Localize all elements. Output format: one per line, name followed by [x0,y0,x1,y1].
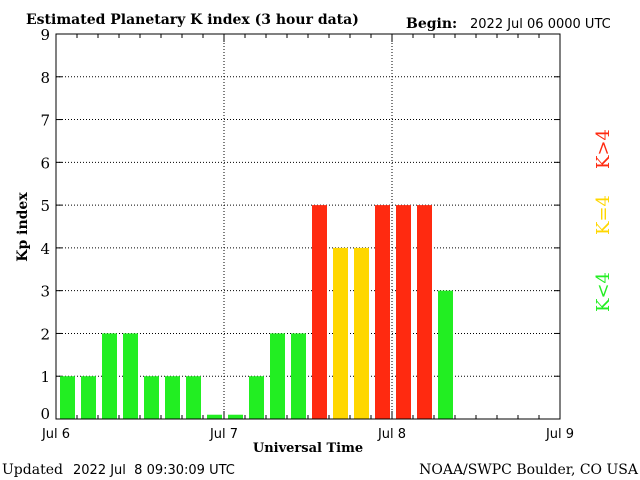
kp-bar [375,205,390,419]
legend-item-above: K>4 [593,129,614,169]
y-tick-label: 7 [40,112,50,130]
x-axis-label: Universal Time [253,441,363,456]
kp-bar [417,205,432,419]
legend-item-below: K<4 [593,272,614,312]
x-tick-label: Jul 9 [545,427,574,442]
updated-label: Updated [2,462,63,478]
y-tick-label: 5 [40,197,50,215]
x-axis-ticks: Jul 6 Jul 7 Jul 8 Jul 9 [41,34,574,442]
kp-bar [249,376,264,419]
x-tick-label: Jul 8 [377,427,406,442]
kp-bar [438,290,453,419]
kp-bar [123,333,138,419]
y-tick-label: 8 [40,69,50,87]
y-tick-label: 4 [40,240,50,258]
begin-label: Begin: [406,16,457,32]
kp-bar [270,333,285,419]
y-tick-label: 2 [40,325,50,343]
x-tick-label: Jul 6 [41,427,70,442]
y-tick-label: 0 [40,405,50,423]
kp-bar [165,376,180,419]
updated-value: 2022 Jul 8 09:30:09 UTC [73,463,235,478]
kp-bar [396,205,411,419]
grid-lines [56,34,560,419]
chart-title: Estimated Planetary K index (3 hour data… [26,12,359,28]
begin-value: 2022 Jul 06 0000 UTC [470,17,611,32]
y-tick-label: 6 [40,154,50,172]
kp-bar [60,376,75,419]
kp-bar [228,414,243,419]
legend: K<4 K=4 K>4 [593,129,614,312]
kp-bar [291,333,306,419]
y-tick-label: 1 [40,368,50,386]
y-tick-label: 9 [40,26,50,44]
kp-bar [81,376,96,419]
kp-bar [102,333,117,419]
x-tick-label: Jul 7 [209,427,238,442]
kp-bar [207,414,222,419]
kp-bar [312,205,327,419]
bars-layer [60,205,453,419]
kp-bar [333,247,348,419]
y-tick-label: 3 [40,283,50,301]
kp-bar [354,247,369,419]
y-axis-label: Kp index [15,192,31,262]
kp-bar [186,376,201,419]
legend-item-equal: K=4 [593,195,614,235]
credit-text: NOAA/SWPC Boulder, CO USA [419,462,639,478]
kp-bar [144,376,159,419]
